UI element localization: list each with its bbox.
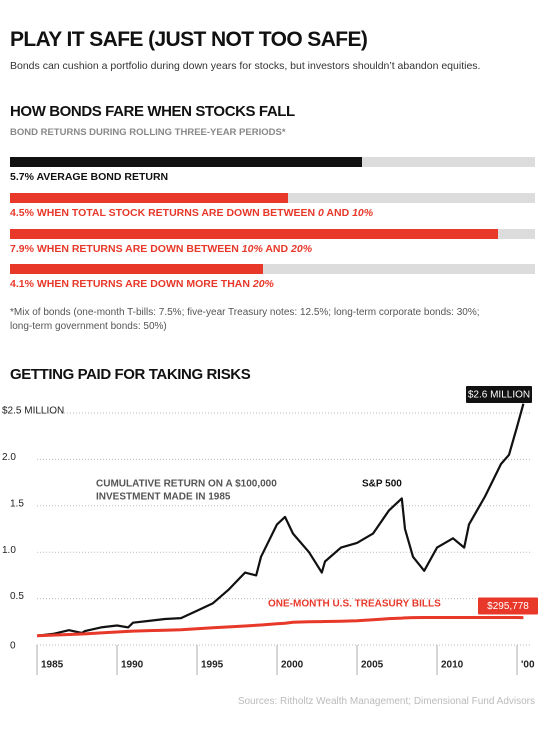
line-chart: 0 0.5 1.0 1.5 2.0 $2.5 MILLION 1985 1990 1995 200… xyxy=(2,386,538,675)
bar-label-part: 5.7% AVERAGE BOND RETURN xyxy=(10,171,169,183)
bar-label: 5.7% AVERAGE BOND RETURN xyxy=(10,171,168,183)
bar xyxy=(10,229,498,239)
footnote: *Mix of bonds (one-month T-bills: 7.5%; … xyxy=(10,307,480,318)
bar-label-part: 7.9% WHEN RETURNS ARE DOWN BETWEEN xyxy=(10,243,242,255)
x-tick-label: '00 xyxy=(521,660,535,671)
bar-label-part: AND xyxy=(323,207,353,219)
value-label-box xyxy=(478,597,538,615)
bar-label: 4.1% WHEN RETURNS ARE DOWN MORE THAN 20% xyxy=(10,278,274,290)
y-tick-label: 2.0 xyxy=(2,452,16,463)
series-label: S&P 500 xyxy=(362,479,402,490)
section-title: GETTING PAID FOR TAKING RISKS xyxy=(10,366,251,383)
bar xyxy=(10,264,264,274)
section-title: HOW BONDS FARE WHEN STOCKS FALL xyxy=(10,103,295,120)
bar-label-part: 0 xyxy=(318,207,324,219)
bar-label-part: 10% xyxy=(352,207,374,219)
y-tick-label: 1.0 xyxy=(2,545,16,556)
bar-label: 7.9% WHEN RETURNS ARE DOWN BETWEEN 10% A… xyxy=(10,243,312,255)
bar-label-part: 4.5% WHEN TOTAL STOCK RETURNS ARE DOWN B… xyxy=(10,207,319,219)
bar-label-part: 4.1% WHEN RETURNS ARE DOWN MORE THAN xyxy=(10,278,253,290)
bar-label-part: 10% xyxy=(241,243,263,255)
y-tick-label: 0.5 xyxy=(10,591,24,602)
section-subtitle: BOND RETURNS DURING ROLLING THREE-YEAR P… xyxy=(10,127,286,138)
source: Sources: Ritholtz Wealth Management; Dim… xyxy=(237,696,535,707)
x-tick-label: 2005 xyxy=(361,660,384,671)
y-tick-label: 1.5 xyxy=(10,498,24,509)
value-label-box xyxy=(466,386,532,403)
footnote: long-term government bonds: 50%) xyxy=(10,321,167,332)
y-tick-label: 0 xyxy=(10,641,16,652)
x-tick-label: 2000 xyxy=(281,660,304,671)
x-tick-label: 2010 xyxy=(441,660,464,671)
x-tick-label: 1985 xyxy=(41,660,64,671)
x-tick-label: 1990 xyxy=(121,660,144,671)
y-tick-label: $2.5 MILLION xyxy=(2,406,64,417)
title: PLAY IT SAFE (JUST NOT TOO SAFE) xyxy=(10,28,368,51)
annotation: INVESTMENT MADE IN 1985 xyxy=(96,492,231,503)
bar xyxy=(10,157,363,167)
bar xyxy=(10,193,288,203)
x-tick-label: 1995 xyxy=(201,660,224,671)
line xyxy=(36,616,524,638)
bar-label-part: 20% xyxy=(291,243,313,255)
bar-track xyxy=(10,264,535,274)
series-label: ONE-MONTH U.S. TREASURY BILLS xyxy=(268,599,441,610)
bar-label-part: AND xyxy=(262,243,292,255)
value-label: $2.6 MILLION xyxy=(468,390,530,401)
line xyxy=(36,403,525,637)
bar-label: 4.5% WHEN TOTAL STOCK RETURNS ARE DOWN B… xyxy=(10,207,373,219)
value-label: $295,778 xyxy=(487,601,529,612)
annotation: CUMULATIVE RETURN ON A $100,000 xyxy=(96,479,277,490)
subtitle: Bonds can cushion a portfolio during dow… xyxy=(10,60,481,72)
bar-label-part: 20% xyxy=(252,278,274,290)
